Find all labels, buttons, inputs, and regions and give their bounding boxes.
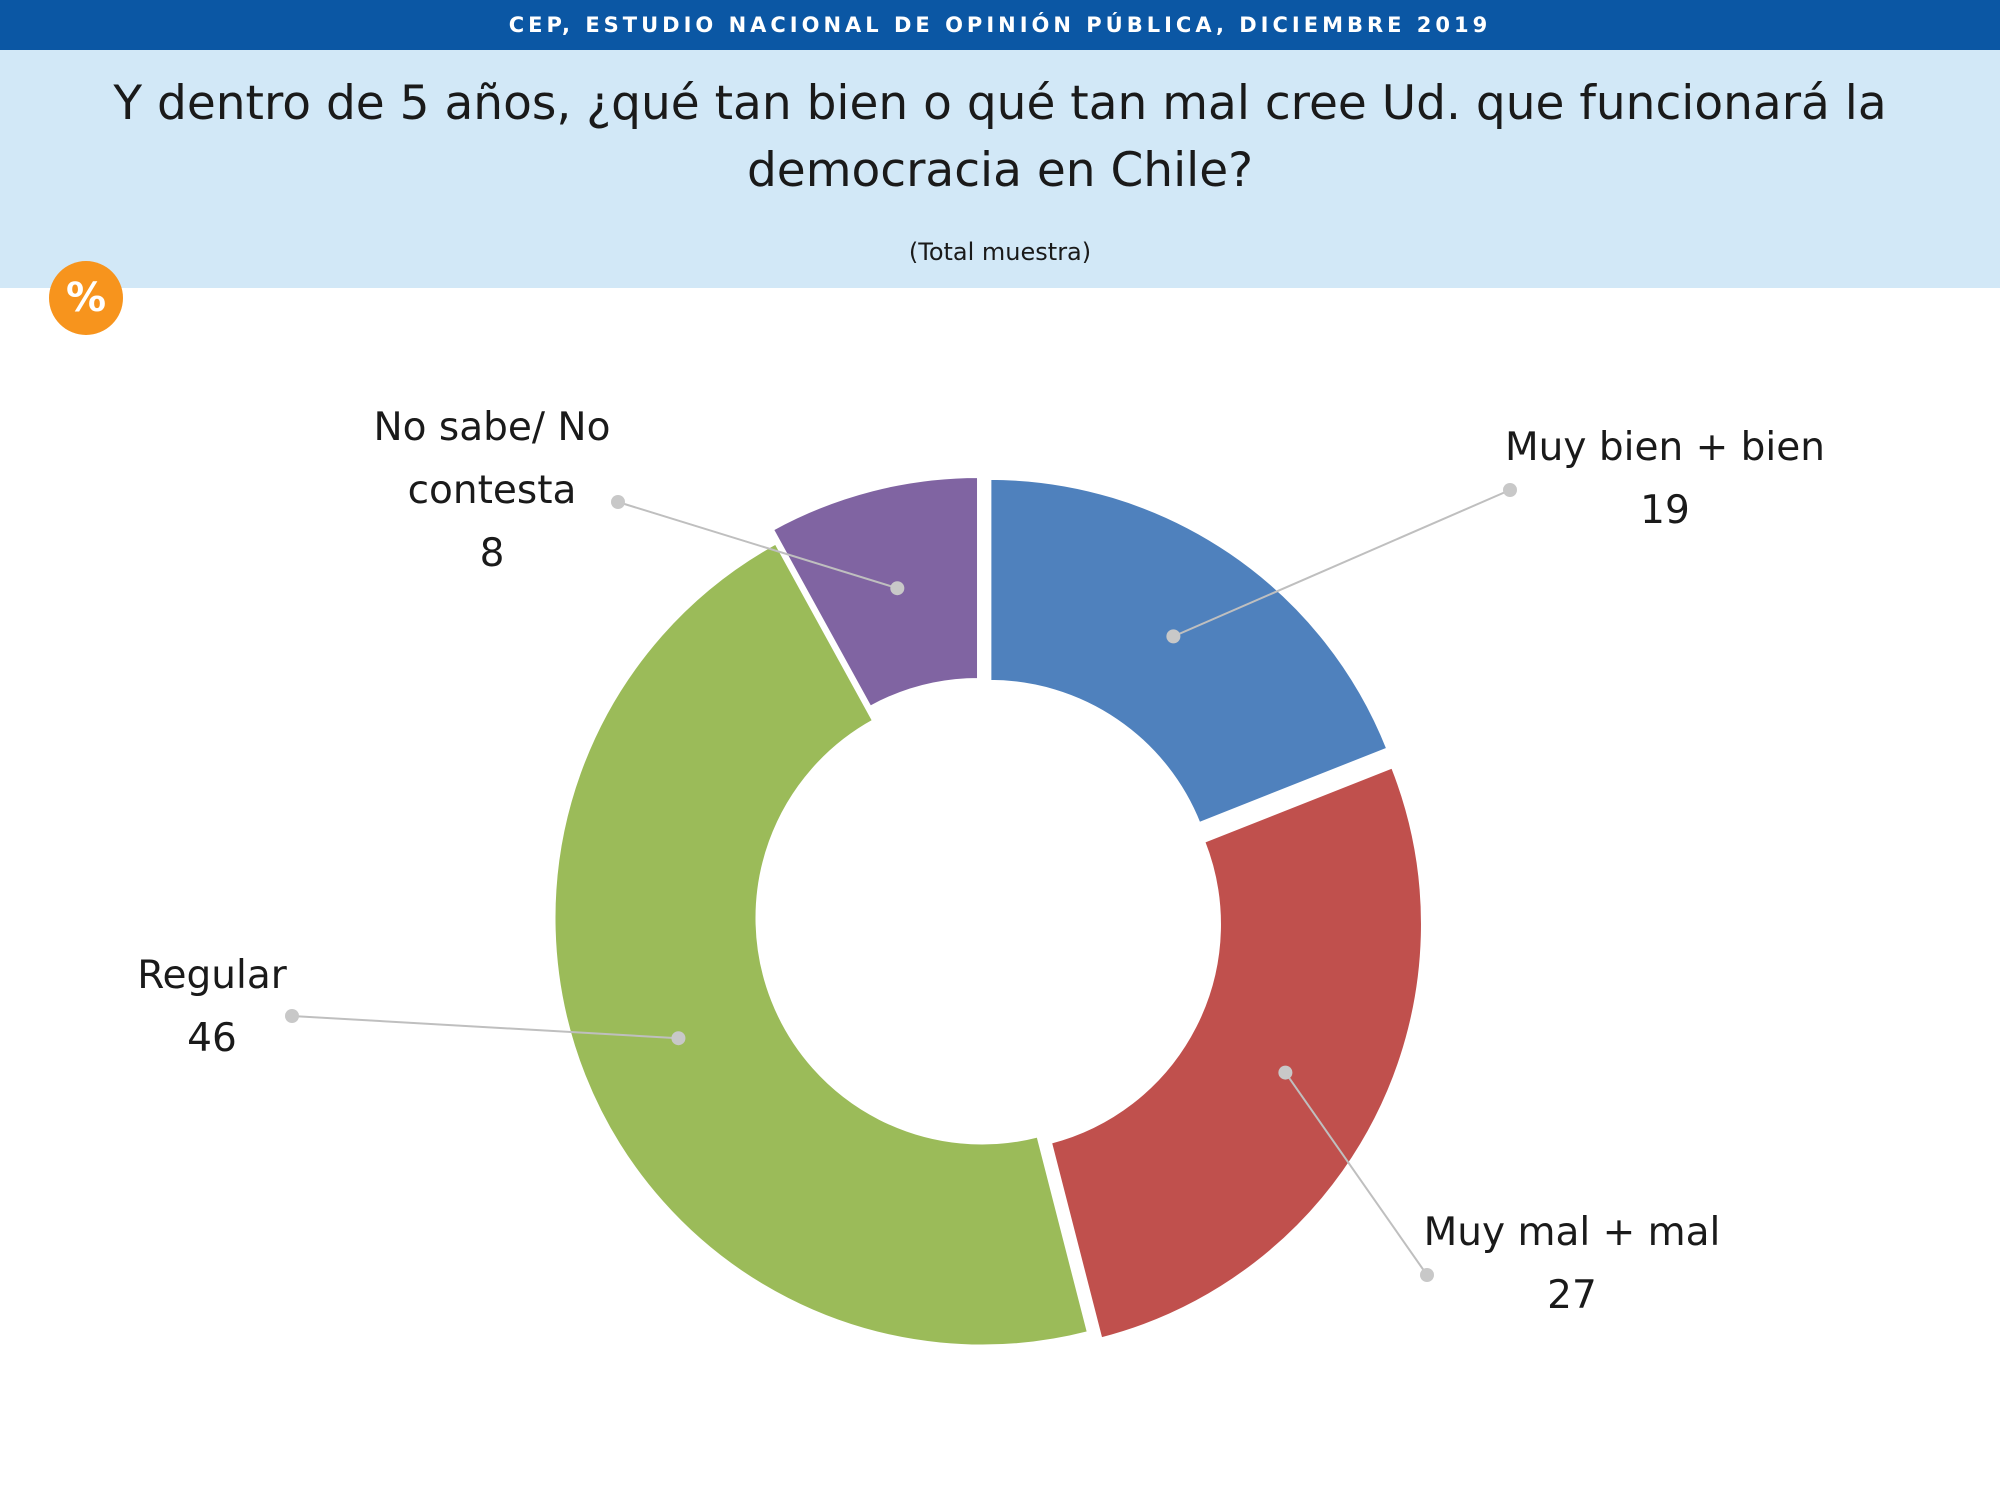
label-no-sabe-no-contesta-line-1: contesta: [408, 468, 577, 513]
chart-subtitle: (Total muestra): [908, 238, 1092, 266]
label-muy-bien-bien-line-0: Muy bien + bien: [1505, 425, 1825, 470]
percent-symbol: %: [65, 275, 107, 321]
percent-badge-icon: %: [49, 261, 123, 335]
banner-text: CEP, ESTUDIO NACIONAL DE OPINIÓN PÚBLICA…: [508, 13, 1492, 37]
leader-line-muy-bien-bien: [1172, 489, 1511, 638]
label-muy-mal-mal-line-0: Muy mal + mal: [1424, 1210, 1721, 1255]
leader-dot-no-sabe-no-contesta-0: [890, 581, 905, 596]
slice-regular: [552, 540, 1091, 1348]
leader-dot-muy-mal-mal-1: [1420, 1268, 1434, 1282]
title-panel: Y dentro de 5 años, ¿qué tan bien o qué …: [0, 50, 2000, 288]
slice-labels: Muy bien + bien 19 Muy mal + mal 27 Regular 4…: [137, 405, 1825, 1318]
label-leader-lines: [285, 483, 1517, 1282]
leader-dot-muy-bien-bien-1: [1503, 483, 1517, 497]
value-muy-bien-bien: 19: [1640, 488, 1690, 533]
value-no-sabe-no-contesta: 8: [480, 531, 505, 576]
label-no-sabe-no-contesta-line-0: No sabe/ No: [374, 405, 611, 450]
value-muy-mal-mal: 27: [1547, 1273, 1597, 1318]
leader-line-muy-mal-mal: [1284, 1072, 1428, 1276]
slice-muy-mal-mal: [1048, 764, 1424, 1341]
value-regular: 46: [187, 1016, 237, 1061]
leader-dot-muy-bien-bien-0: [1166, 629, 1181, 644]
leader-line-no-sabe-no-contesta: [617, 501, 898, 590]
leader-dot-no-sabe-no-contesta-1: [611, 495, 625, 509]
leader-line-regular: [291, 1015, 679, 1040]
label-regular-line-0: Regular: [137, 953, 288, 998]
donut-slices: [552, 474, 1424, 1348]
chart-title: Y dentro de 5 años, ¿qué tan bien o qué …: [113, 76, 1887, 198]
slice-muy-bien-bien: [988, 476, 1390, 826]
survey-banner: CEP, ESTUDIO NACIONAL DE OPINIÓN PÚBLICA…: [0, 0, 2000, 50]
slice-no-sabe-no-contesta: [770, 474, 981, 710]
leader-dot-regular-1: [285, 1009, 299, 1023]
leader-dot-regular-0: [671, 1031, 686, 1046]
leader-dot-muy-mal-mal-0: [1278, 1065, 1293, 1080]
